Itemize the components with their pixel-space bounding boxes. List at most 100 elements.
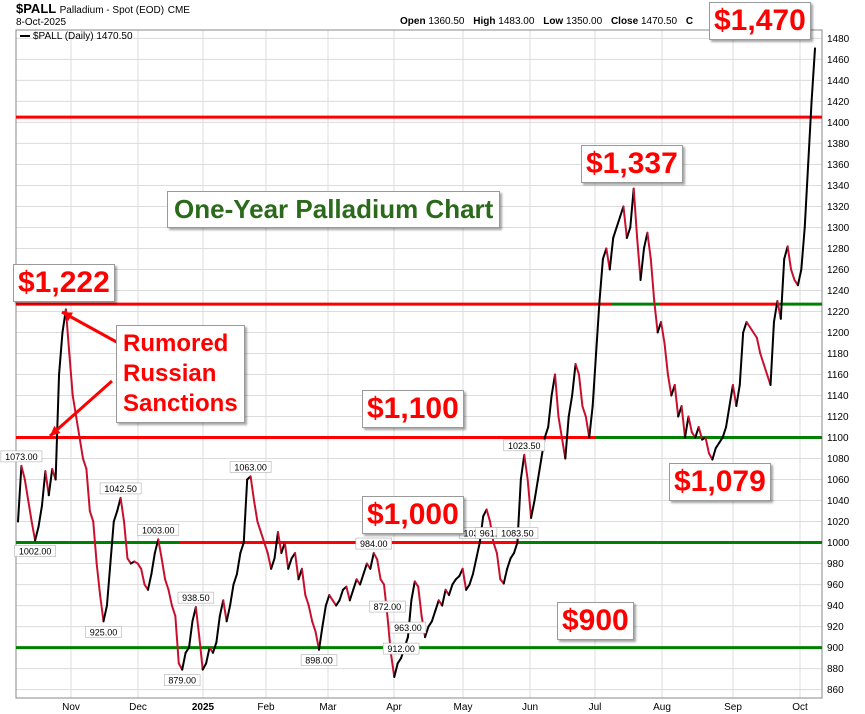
price-segment [396,657,403,665]
y-tick-label: 880 [827,664,844,675]
callout-900: $900 [557,602,634,640]
y-tick-label: 1280 [827,244,850,255]
x-tick-label: Feb [257,702,275,713]
price-segment [345,585,351,602]
price-segment [338,588,344,602]
price-segment [126,557,132,565]
price-segment [393,662,399,678]
y-tick-label: 1080 [827,454,850,465]
data-label-box [85,626,122,638]
instrument-name: Palladium - Spot (EOD) [59,5,165,16]
x-tick-label: May [454,702,473,713]
data-label: 1042.50 [104,484,137,494]
price-segment [235,552,242,576]
price-segment [687,415,693,434]
data-label-box [14,545,56,557]
price-segment [81,457,88,471]
data-label: 879.00 [168,676,196,686]
price-segment [410,580,416,602]
price-line [17,47,816,678]
data-label-box [503,439,546,452]
callout-summer-low: $1,079 [669,463,771,501]
price-segment [160,557,167,581]
price-segment [653,299,659,334]
price-segment [123,520,129,560]
price-segment [157,538,163,560]
horizontal-levels [16,115,822,650]
price-segment [376,558,382,581]
x-tick-label: Aug [653,702,671,713]
price-segment [266,552,273,570]
price-segment [318,625,324,651]
price-segment [660,320,666,344]
price-segment [27,499,33,523]
arrow-head [50,425,61,436]
price-segment [85,468,91,513]
y-tick-label: 1400 [827,118,850,129]
price-segment [54,373,61,481]
y-tick-label: 1140 [827,391,849,402]
price-segment [37,504,43,528]
price-segment [595,299,601,355]
price-segment [304,594,310,607]
price-segment [34,525,40,542]
price-segment [704,436,710,455]
exchange: CME [167,5,190,16]
open-value: 1360.50 [428,16,465,27]
high-label: High [473,16,496,27]
price-segment [622,205,628,239]
price-segment [294,552,300,581]
data-label-box [137,524,180,536]
x-tick-label: Dec [129,702,147,713]
price-segment [40,470,47,507]
price-segment [324,594,331,607]
price-segment [300,567,307,597]
note-line-3: Sanctions [123,390,238,417]
price-segment [574,363,580,376]
y-tick-label: 1160 [827,370,849,381]
price-segment [194,606,201,639]
price-segment [786,245,793,271]
price-segment [222,599,228,623]
x-tick-label: Jun [522,702,538,713]
symbol: $PALL [16,1,56,16]
price-segment [745,320,752,329]
price-segment [646,231,652,260]
plot-frame [15,29,823,699]
price-segment [612,226,618,239]
chart-title: One-Year Palladium Chart [167,191,501,228]
price-segment [164,578,170,591]
price-segment [352,578,358,591]
legend: $PALL (Daily) 1470.50 [20,31,133,42]
price-segment [99,594,105,623]
data-label: 925.00 [90,627,118,637]
price-segment [779,257,786,320]
price-segment [554,373,560,418]
note-line-2: Russian [123,360,217,387]
y-tick-label: 1000 [827,538,850,549]
price-segment [625,226,632,239]
price-segment [263,541,269,555]
price-segment [506,557,512,570]
price-segment [649,257,656,302]
price-segment [571,363,577,397]
price-segment [714,441,721,450]
price-segment [30,520,37,542]
legend-label: $PALL (Daily) 1470.50 [33,31,133,42]
y-tick-label: 1020 [827,517,850,528]
price-segment [769,320,775,387]
price-segment [735,384,741,408]
y-tick-label: 1200 [827,328,850,339]
x-tick-label: Jul [589,702,602,713]
y-tick-label: 1220 [827,307,850,318]
price-segment [205,646,211,665]
price-segment [184,646,191,654]
price-segment [335,599,341,607]
price-segment [567,394,574,418]
price-segment [461,567,468,591]
y-axis: 860 880 900 920 940 960 980 1000 1020 1040 1060 108… [827,34,850,696]
y-tick-label: 1360 [827,160,850,171]
price-segment [23,478,30,502]
ohlc-readout: Open 1360.50 High 1483.00 Low 1350.00 Cl… [400,16,693,27]
